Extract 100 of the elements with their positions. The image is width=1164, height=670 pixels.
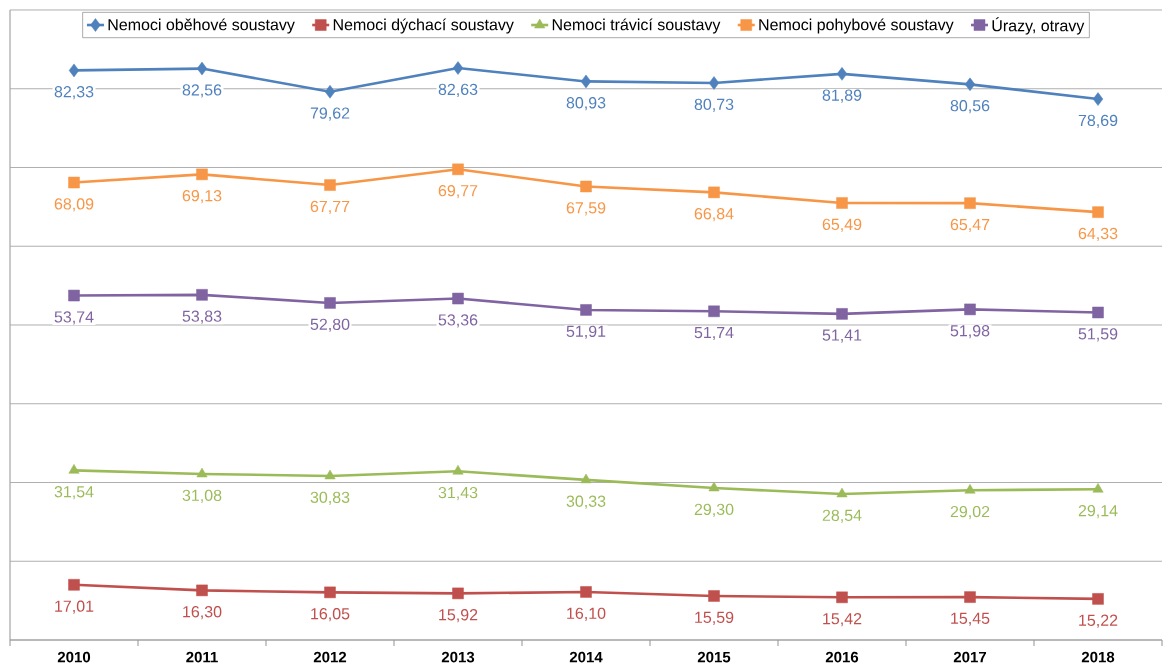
- point: [580, 586, 592, 598]
- x-tick-label: 2015: [697, 651, 731, 663]
- point: [196, 584, 208, 597]
- data-label: 51,98: [950, 325, 990, 339]
- x-tick-label: 2017: [953, 651, 987, 663]
- data-label: 66,84: [694, 208, 734, 222]
- data-label: 51,59: [1078, 328, 1118, 342]
- data-label: 65,47: [950, 218, 990, 233]
- point: [196, 168, 208, 181]
- point: [196, 289, 208, 301]
- data-label: 16,10: [567, 607, 606, 621]
- point: [452, 61, 464, 75]
- data-label: 53,83: [182, 310, 222, 324]
- point: [68, 63, 80, 78]
- data-label: 80,56: [950, 100, 990, 114]
- legend-label: Nemoci oběhové soustavy: [108, 18, 295, 34]
- data-label: 51,41: [822, 329, 862, 343]
- data-label: 68,09: [54, 198, 94, 212]
- data-label: 53,74: [54, 311, 94, 325]
- data-label: 29,02: [950, 505, 990, 520]
- data-label: 31,43: [438, 486, 478, 501]
- point: [324, 469, 336, 480]
- point: [580, 180, 592, 193]
- data-label: 69,13: [182, 190, 222, 204]
- point: [68, 176, 80, 189]
- data-label: 79,62: [310, 107, 350, 121]
- point: [964, 483, 976, 494]
- point: [964, 591, 976, 603]
- point: [580, 304, 592, 316]
- data-label: 67,59: [566, 202, 606, 216]
- point: [708, 590, 720, 602]
- point: [836, 67, 848, 81]
- data-label: 15,22: [1079, 614, 1118, 628]
- x-tick-label: 2013: [441, 651, 475, 663]
- point: [580, 74, 592, 89]
- x-tick-label: 2014: [569, 651, 603, 663]
- point: [964, 303, 976, 316]
- point: [580, 473, 592, 484]
- data-label: 78,69: [1078, 114, 1118, 128]
- x-tick-label: 2018: [1081, 651, 1115, 663]
- point: [68, 289, 80, 302]
- data-label: 69,77: [438, 185, 478, 199]
- point: [1092, 306, 1104, 319]
- point: [836, 487, 848, 498]
- data-label: 17,01: [55, 600, 94, 614]
- data-label: 15,92: [439, 609, 478, 623]
- point: [196, 61, 208, 76]
- point: [836, 591, 848, 604]
- point: [708, 481, 720, 492]
- point: [964, 77, 976, 92]
- data-label: 81,89: [822, 89, 862, 103]
- data-label: 51,91: [566, 325, 606, 339]
- x-tick-label: 2011: [186, 651, 218, 663]
- data-label: 30,33: [566, 495, 606, 509]
- data-label: 15,42: [823, 613, 862, 627]
- point: [68, 464, 80, 474]
- point: [324, 84, 336, 99]
- data-label: 29,14: [1078, 504, 1118, 519]
- point: [324, 586, 336, 599]
- point: [452, 464, 464, 475]
- point: [1092, 593, 1104, 605]
- data-label: 65,49: [822, 218, 862, 232]
- point: [708, 76, 720, 90]
- data-label: 31,54: [54, 486, 94, 500]
- legend-label: Nemoci pohybové soustavy: [759, 18, 954, 34]
- point: [324, 297, 336, 309]
- data-label: 16,30: [183, 606, 222, 620]
- data-label: 51,74: [694, 326, 734, 341]
- data-label: 31,08: [182, 489, 222, 503]
- point: [452, 587, 464, 600]
- point: [452, 292, 464, 305]
- data-label: 52,80: [310, 318, 350, 332]
- point: [708, 305, 720, 318]
- point: [1092, 206, 1104, 218]
- point: [196, 467, 208, 478]
- point: [708, 186, 720, 199]
- point: [1092, 483, 1104, 493]
- data-label: 80,93: [566, 97, 606, 111]
- data-label: 29,30: [694, 503, 734, 517]
- point: [68, 579, 80, 591]
- data-label: 67,77: [310, 200, 350, 214]
- data-label: 82,33: [54, 86, 94, 100]
- data-label: 53,36: [438, 314, 478, 328]
- point: [964, 197, 976, 209]
- data-label: 82,63: [438, 83, 478, 97]
- legend-label: Nemoci dýchací soustavy: [333, 18, 514, 34]
- data-label: 15,45: [951, 612, 990, 626]
- point: [324, 179, 336, 191]
- data-label: 15,59: [695, 611, 734, 625]
- data-label: 30,83: [310, 491, 350, 505]
- data-label: 82,56: [182, 84, 222, 98]
- data-label: 16,05: [311, 608, 350, 622]
- data-label: 28,54: [822, 509, 862, 523]
- data-label: 64,33: [1078, 227, 1118, 242]
- data-label: 80,73: [694, 98, 734, 112]
- point: [1092, 92, 1104, 106]
- point: [452, 163, 464, 176]
- legend-label: Nemoci trávicí soustavy: [552, 18, 721, 34]
- legend-label: Úrazy, otravy: [992, 17, 1085, 35]
- x-tick-label: 2012: [313, 651, 347, 663]
